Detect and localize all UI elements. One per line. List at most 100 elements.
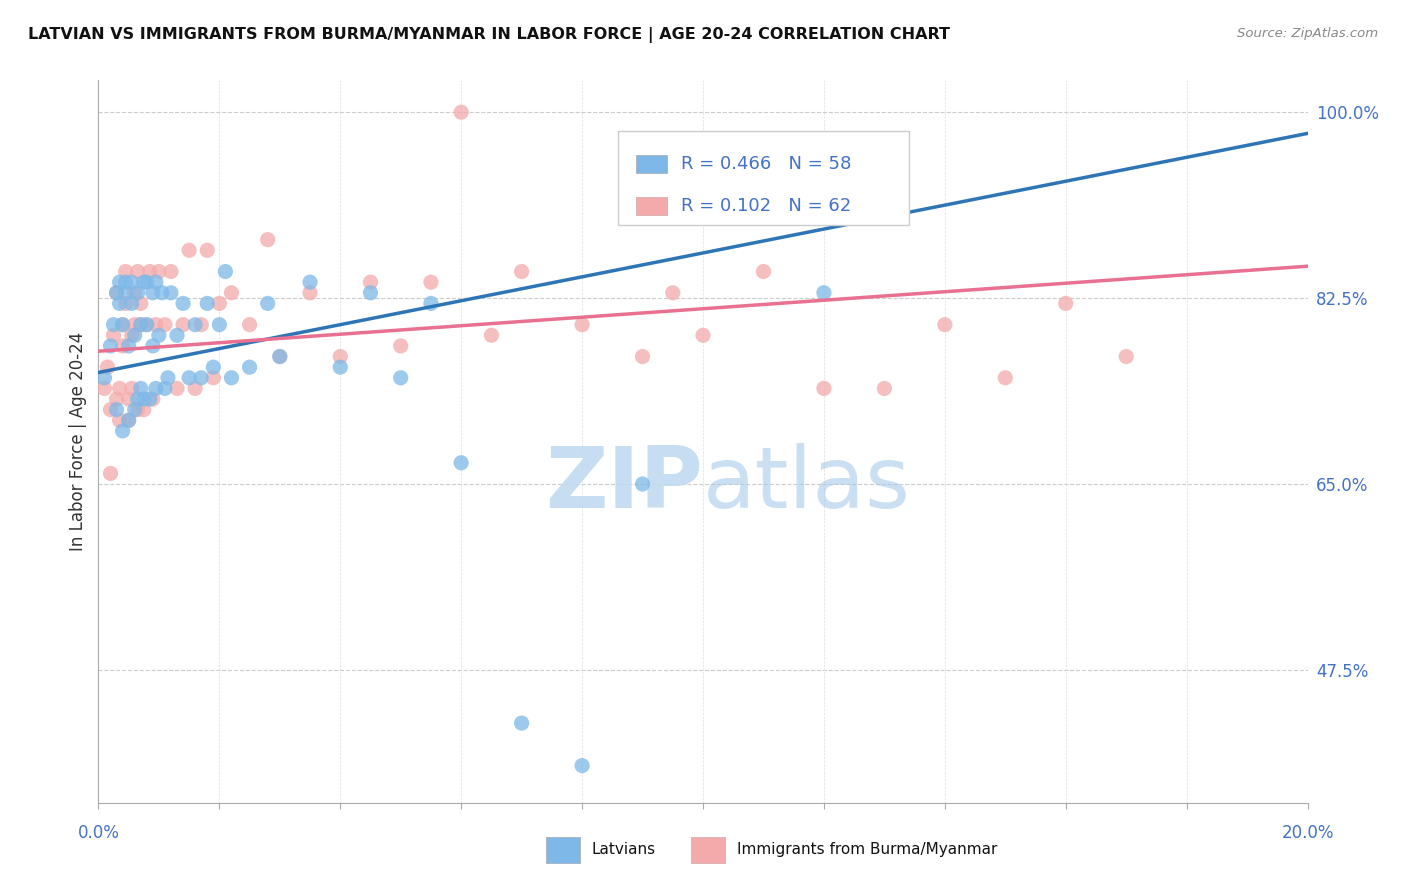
- Point: [132, 402, 155, 417]
- Text: Source: ZipAtlas.com: Source: ZipAtlas.com: [1237, 27, 1378, 40]
- Point: [661, 285, 683, 300]
- Point: [93, 381, 115, 395]
- Text: atlas: atlas: [703, 443, 911, 526]
- Point: [481, 328, 503, 343]
- Point: [148, 328, 170, 343]
- Point: [202, 360, 225, 375]
- Point: [114, 296, 136, 310]
- Point: [994, 371, 1017, 385]
- Point: [420, 296, 443, 310]
- Point: [510, 716, 533, 731]
- Point: [145, 318, 167, 332]
- Point: [118, 392, 141, 406]
- Point: [121, 328, 143, 343]
- Point: [179, 244, 201, 258]
- Text: 20.0%: 20.0%: [1281, 824, 1334, 842]
- Point: [96, 360, 118, 375]
- Point: [124, 285, 146, 300]
- Point: [139, 392, 162, 406]
- Point: [631, 477, 654, 491]
- Point: [571, 758, 593, 772]
- Point: [135, 318, 157, 332]
- Point: [132, 275, 155, 289]
- Point: [114, 285, 136, 300]
- Point: [118, 413, 141, 427]
- Point: [299, 285, 322, 300]
- Point: [108, 413, 131, 427]
- Point: [190, 318, 212, 332]
- Point: [127, 285, 149, 300]
- Point: [221, 371, 243, 385]
- Point: [145, 381, 167, 395]
- Point: [450, 456, 472, 470]
- Point: [100, 467, 122, 481]
- Point: [108, 296, 131, 310]
- Point: [153, 318, 176, 332]
- Point: [239, 360, 262, 375]
- Point: [145, 275, 167, 289]
- Point: [256, 296, 278, 310]
- Point: [121, 275, 143, 289]
- Point: [105, 402, 128, 417]
- Point: [166, 381, 188, 395]
- Point: [100, 402, 122, 417]
- FancyBboxPatch shape: [546, 838, 579, 863]
- Point: [195, 296, 218, 310]
- Point: [129, 381, 152, 395]
- Point: [114, 275, 136, 289]
- Point: [360, 275, 382, 289]
- FancyBboxPatch shape: [690, 838, 724, 863]
- Point: [202, 371, 225, 385]
- Point: [214, 264, 236, 278]
- Text: Immigrants from Burma/Myanmar: Immigrants from Burma/Myanmar: [737, 842, 997, 857]
- Point: [127, 392, 149, 406]
- Point: [934, 318, 956, 332]
- Point: [160, 264, 183, 278]
- Point: [127, 264, 149, 278]
- Point: [124, 318, 146, 332]
- FancyBboxPatch shape: [637, 197, 666, 215]
- Point: [111, 339, 134, 353]
- Point: [208, 318, 231, 332]
- Point: [1115, 350, 1137, 364]
- Point: [329, 350, 352, 364]
- Point: [208, 296, 231, 310]
- Point: [389, 339, 412, 353]
- Point: [160, 285, 183, 300]
- Point: [510, 264, 533, 278]
- Point: [121, 296, 143, 310]
- Point: [184, 381, 207, 395]
- Point: [129, 296, 152, 310]
- Text: ZIP: ZIP: [546, 443, 703, 526]
- Point: [105, 285, 128, 300]
- Point: [105, 285, 128, 300]
- Point: [256, 233, 278, 247]
- Point: [190, 371, 212, 385]
- Point: [1054, 296, 1077, 310]
- Point: [127, 402, 149, 417]
- Point: [571, 318, 593, 332]
- Point: [179, 371, 201, 385]
- Point: [111, 318, 134, 332]
- Point: [299, 275, 322, 289]
- Point: [239, 318, 262, 332]
- Point: [129, 318, 152, 332]
- Point: [153, 381, 176, 395]
- FancyBboxPatch shape: [637, 154, 666, 173]
- Point: [108, 381, 131, 395]
- Point: [195, 244, 218, 258]
- Point: [108, 275, 131, 289]
- Point: [148, 264, 170, 278]
- Point: [692, 328, 714, 343]
- Point: [142, 392, 165, 406]
- Point: [132, 392, 155, 406]
- Point: [631, 350, 654, 364]
- Text: Latvians: Latvians: [592, 842, 655, 857]
- Point: [105, 392, 128, 406]
- Point: [269, 350, 291, 364]
- Point: [121, 381, 143, 395]
- Point: [329, 360, 352, 375]
- Point: [813, 285, 835, 300]
- Text: LATVIAN VS IMMIGRANTS FROM BURMA/MYANMAR IN LABOR FORCE | AGE 20-24 CORRELATION : LATVIAN VS IMMIGRANTS FROM BURMA/MYANMAR…: [28, 27, 950, 43]
- Point: [124, 402, 146, 417]
